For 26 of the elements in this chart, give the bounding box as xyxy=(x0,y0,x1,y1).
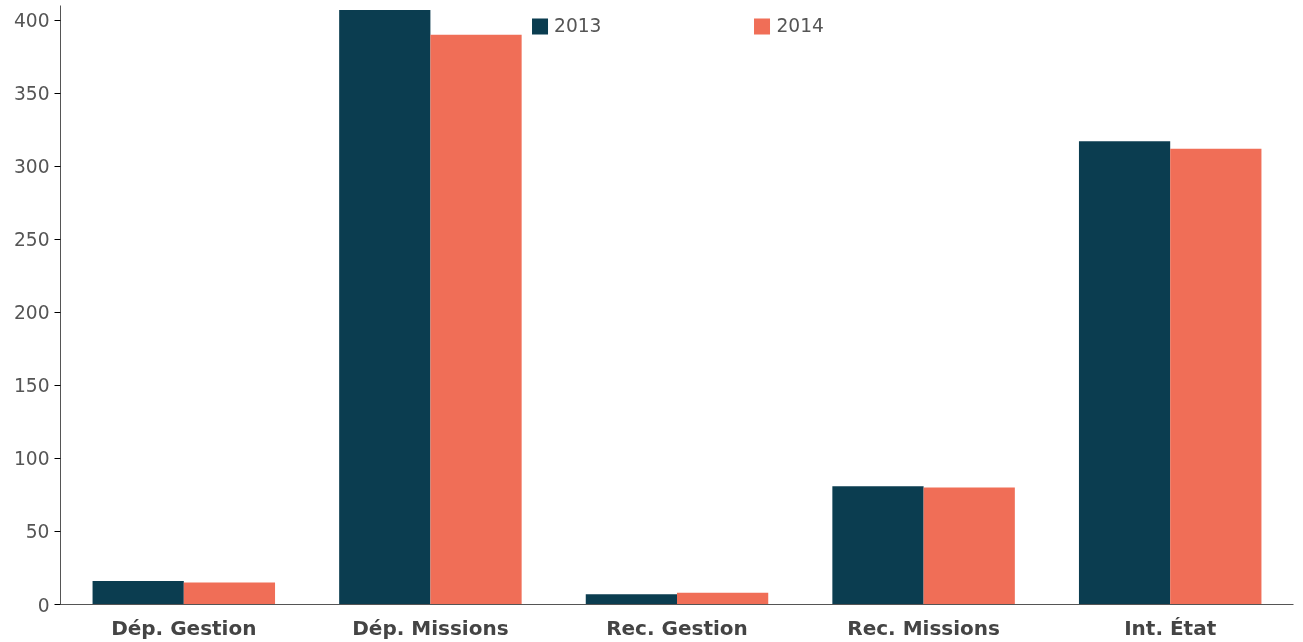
bar xyxy=(183,582,276,605)
y-tick-label: 250 xyxy=(13,229,50,251)
bar xyxy=(677,592,769,605)
y-tick-label: 300 xyxy=(13,156,50,178)
x-tick-label: Rec. Missions xyxy=(847,615,1000,640)
legend-label: 2013 xyxy=(554,15,602,36)
bar xyxy=(1078,141,1171,605)
bar xyxy=(832,486,924,605)
bar xyxy=(585,594,677,605)
x-tick-label: Dép. Missions xyxy=(352,615,509,640)
y-tick-label: 350 xyxy=(13,83,50,105)
bar xyxy=(430,34,522,605)
bar xyxy=(339,9,431,605)
x-tick-label: Int. État xyxy=(1124,615,1217,640)
y-tick-label: 50 xyxy=(25,521,50,543)
y-tick-label: 100 xyxy=(13,448,50,470)
y-tick-label: 200 xyxy=(13,302,50,324)
bar xyxy=(923,487,1015,605)
y-tick-label: 400 xyxy=(13,10,50,32)
bar xyxy=(92,581,184,605)
x-tick-label: Rec. Gestion xyxy=(606,615,748,640)
y-tick-label: 150 xyxy=(13,375,50,397)
x-tick-label: Dép. Gestion xyxy=(111,615,257,640)
bar xyxy=(1170,148,1262,605)
legend-label: 2014 xyxy=(776,15,824,36)
y-tick-label: 0 xyxy=(37,594,50,616)
